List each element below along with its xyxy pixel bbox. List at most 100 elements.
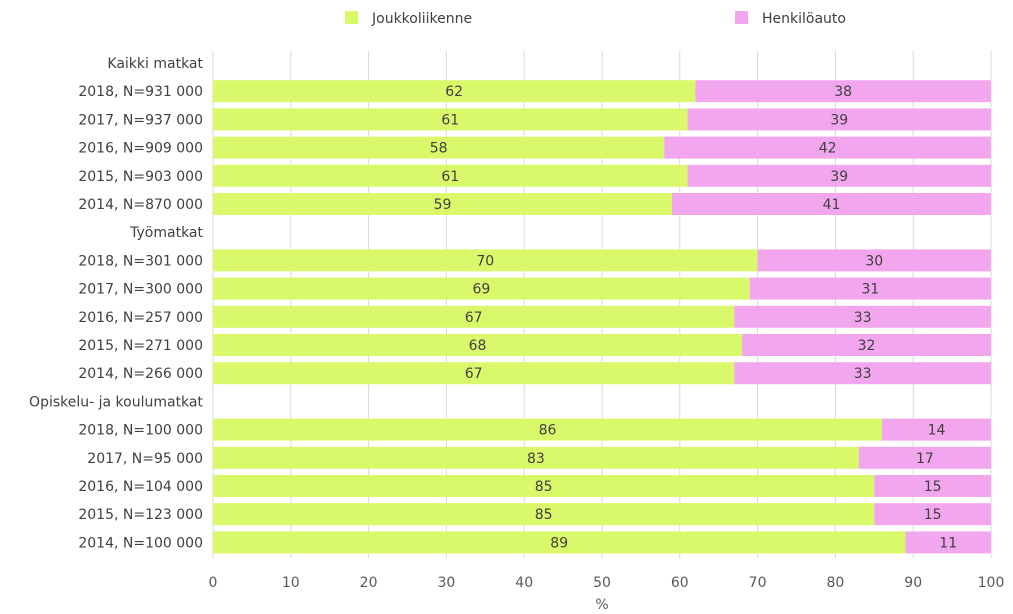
row-label: 2017, N=95 000 (87, 451, 203, 467)
bar-segment-joukkoliikenne (213, 136, 665, 159)
data-label: 86 (539, 423, 557, 439)
x-tick-label: 30 (437, 575, 455, 591)
x-tick-label: 10 (282, 575, 300, 591)
bar-segment-joukkoliikenne (213, 249, 758, 272)
row-label: 2015, N=271 000 (78, 338, 203, 354)
data-label: 59 (434, 197, 452, 213)
bar-segment-henkiloauto (858, 446, 991, 469)
bar-segment-henkiloauto (672, 193, 991, 215)
x-tick-label: 20 (360, 575, 378, 591)
category-labels: Kaikki matkat 2018, N=931 000 2017, N=937 … (29, 56, 203, 551)
data-label: 31 (861, 282, 879, 298)
data-label: 33 (854, 310, 872, 326)
bar-segment-joukkoliikenne (213, 108, 688, 131)
row-label: 2018, N=100 000 (78, 423, 203, 439)
x-axis-ticks: 0 10 20 30 40 50 60 70 80 90 100 (209, 575, 1005, 591)
bar-segment-henkiloauto (742, 334, 991, 356)
group-label: Kaikki matkat (107, 56, 203, 72)
data-label: 39 (830, 169, 848, 185)
row-label: 2017, N=937 000 (78, 112, 203, 128)
x-tick-label: 100 (978, 575, 1005, 591)
row-label: 2016, N=909 000 (78, 141, 203, 157)
x-axis-title: % (595, 597, 608, 613)
data-label: 17 (916, 451, 934, 467)
bar-segment-henkiloauto (882, 418, 991, 441)
bar-segment-joukkoliikenne (213, 164, 688, 187)
bar-segment-joukkoliikenne (213, 418, 883, 441)
bar-segment-henkiloauto (695, 80, 991, 103)
bar-segment-henkiloauto (687, 108, 991, 131)
bar-segment-henkiloauto (687, 164, 991, 187)
row-label: 2014, N=100 000 (78, 535, 203, 551)
data-label: 68 (469, 338, 487, 354)
row-label: 2016, N=104 000 (78, 479, 203, 495)
bars: 62 38 61 39 58 42 61 39 59 41 70 30 69 31 67 33 68 32 67 33… (213, 80, 991, 554)
x-tick-label: 50 (593, 575, 611, 591)
data-label: 30 (865, 253, 883, 269)
bar-segment-henkiloauto (734, 305, 991, 328)
bar-segment-joukkoliikenne (213, 446, 859, 469)
data-label: 61 (441, 112, 459, 128)
bar-segment-henkiloauto (734, 362, 991, 385)
data-label: 33 (854, 366, 872, 382)
row-label: 2018, N=301 000 (78, 253, 203, 269)
x-tick-label: 60 (671, 575, 689, 591)
bar-segment-joukkoliikenne (213, 362, 735, 385)
data-label: 85 (535, 479, 553, 495)
bar-segment-joukkoliikenne (213, 305, 735, 328)
bar-segment-joukkoliikenne (213, 277, 750, 300)
legend-label-2: Henkilöauto (762, 11, 846, 27)
bar-segment-joukkoliikenne (213, 193, 673, 215)
data-label: 61 (441, 169, 459, 185)
x-tick-label: 80 (826, 575, 844, 591)
group-label: Työmatkat (129, 225, 203, 241)
data-label: 15 (924, 479, 942, 495)
data-label: 67 (465, 310, 483, 326)
bar-segment-joukkoliikenne (213, 334, 743, 356)
data-label: 39 (830, 112, 848, 128)
bar-segment-joukkoliikenne (213, 531, 906, 554)
bar-segment-henkiloauto (874, 475, 991, 497)
data-label: 41 (823, 197, 841, 213)
data-label: 89 (550, 535, 568, 551)
data-label: 42 (819, 141, 837, 157)
legend-label-1: Joukkoliikenne (371, 11, 472, 27)
x-tick-label: 40 (515, 575, 533, 591)
bar-segment-joukkoliikenne (213, 503, 875, 526)
data-label: 70 (476, 253, 494, 269)
data-label: 14 (928, 423, 946, 439)
bar-segment-henkiloauto (664, 136, 991, 159)
group-label: Opiskelu- ja koulumatkat (29, 394, 203, 410)
data-label: 11 (939, 535, 957, 551)
row-label: 2016, N=257 000 (78, 310, 203, 326)
data-label: 85 (535, 507, 553, 523)
row-label: 2015, N=903 000 (78, 169, 203, 185)
row-label: 2014, N=266 000 (78, 366, 203, 382)
legend-swatch-2 (735, 11, 748, 24)
x-tick-label: 70 (749, 575, 767, 591)
gridlines (212, 51, 992, 558)
bar-segment-joukkoliikenne (213, 475, 875, 497)
data-label: 69 (472, 282, 490, 298)
row-label: 2014, N=870 000 (78, 197, 203, 213)
x-tick-label: 0 (209, 575, 218, 591)
row-label: 2017, N=300 000 (78, 282, 203, 298)
bar-segment-henkiloauto (757, 249, 991, 272)
data-label: 15 (924, 507, 942, 523)
data-label: 58 (430, 141, 448, 157)
row-label: 2018, N=931 000 (78, 84, 203, 100)
x-tick-label: 90 (904, 575, 922, 591)
row-label: 2015, N=123 000 (78, 507, 203, 523)
legend-swatch-1 (345, 11, 358, 24)
bar-segment-henkiloauto (874, 503, 991, 526)
data-label: 32 (858, 338, 876, 354)
data-label: 83 (527, 451, 545, 467)
bar-segment-henkiloauto (749, 277, 991, 300)
data-label: 38 (834, 84, 852, 100)
legend: Joukkoliikenne Henkilöauto (345, 11, 846, 27)
data-label: 62 (445, 84, 463, 100)
bar-segment-henkiloauto (905, 531, 991, 554)
data-label: 67 (465, 366, 483, 382)
bar-segment-joukkoliikenne (213, 80, 696, 103)
